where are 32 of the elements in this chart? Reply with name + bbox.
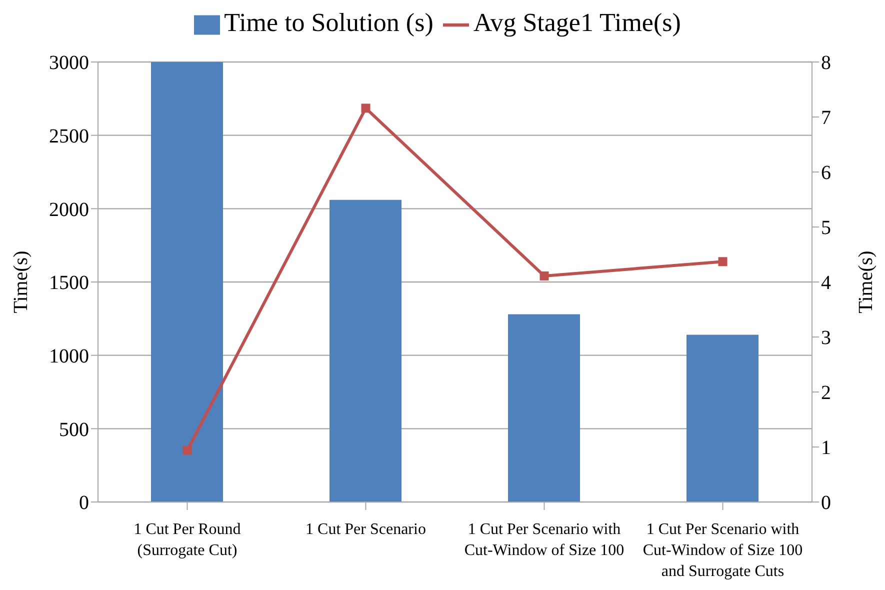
y2-tick-label: 0 [821,492,831,514]
x-tick-label: 1 Cut Per Scenario with Cut-Window of Size 100 and Surrogate Cuts [642,521,803,580]
y-tick-label: 1000 [49,345,89,368]
bar [508,314,580,502]
bar [686,334,758,502]
y-tick-label: 500 [59,418,89,441]
bar [330,200,402,502]
point [718,257,728,266]
y-tick-label: 3000 [49,52,89,74]
y-tick-label: 1500 [49,272,89,294]
y2-tick-label: 7 [821,107,831,130]
bar [151,62,223,502]
y2-axis-title: Time(s) [855,250,878,314]
x-tick-label: 1 Cut Per Scenario with Cut-Window of Size 100 [464,521,624,559]
point [361,104,370,113]
x-tick-label: 1 Cut Per Scenario [306,521,426,538]
point [182,446,192,455]
y2-tick-label: 4 [821,272,831,294]
y2-tick-label: 5 [821,217,831,240]
y2-tick-label: 2 [821,382,831,404]
x-tick-label: 1 Cut Per Round (Surrogate Cut) [134,521,241,559]
legend-label: Avg Stage1 Time(s) [473,8,681,37]
y2-tick-label: 1 [821,437,831,460]
y-tick-label: 2500 [49,125,89,148]
y2-tick-label: 6 [821,162,831,184]
legend-label: Time to Solution (s) [224,8,434,37]
y2-tick-label: 3 [821,327,831,350]
y-tick-label: 2000 [49,198,89,221]
y-tick-label: 0 [79,492,89,514]
y-axis-title: Time(s) [10,250,32,314]
y2-tick-label: 8 [821,52,831,74]
point [540,271,549,280]
